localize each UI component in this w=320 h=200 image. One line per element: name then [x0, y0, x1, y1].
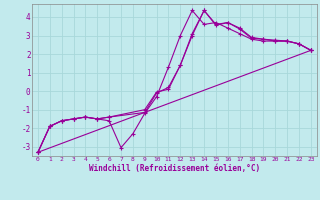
X-axis label: Windchill (Refroidissement éolien,°C): Windchill (Refroidissement éolien,°C) [89, 164, 260, 173]
